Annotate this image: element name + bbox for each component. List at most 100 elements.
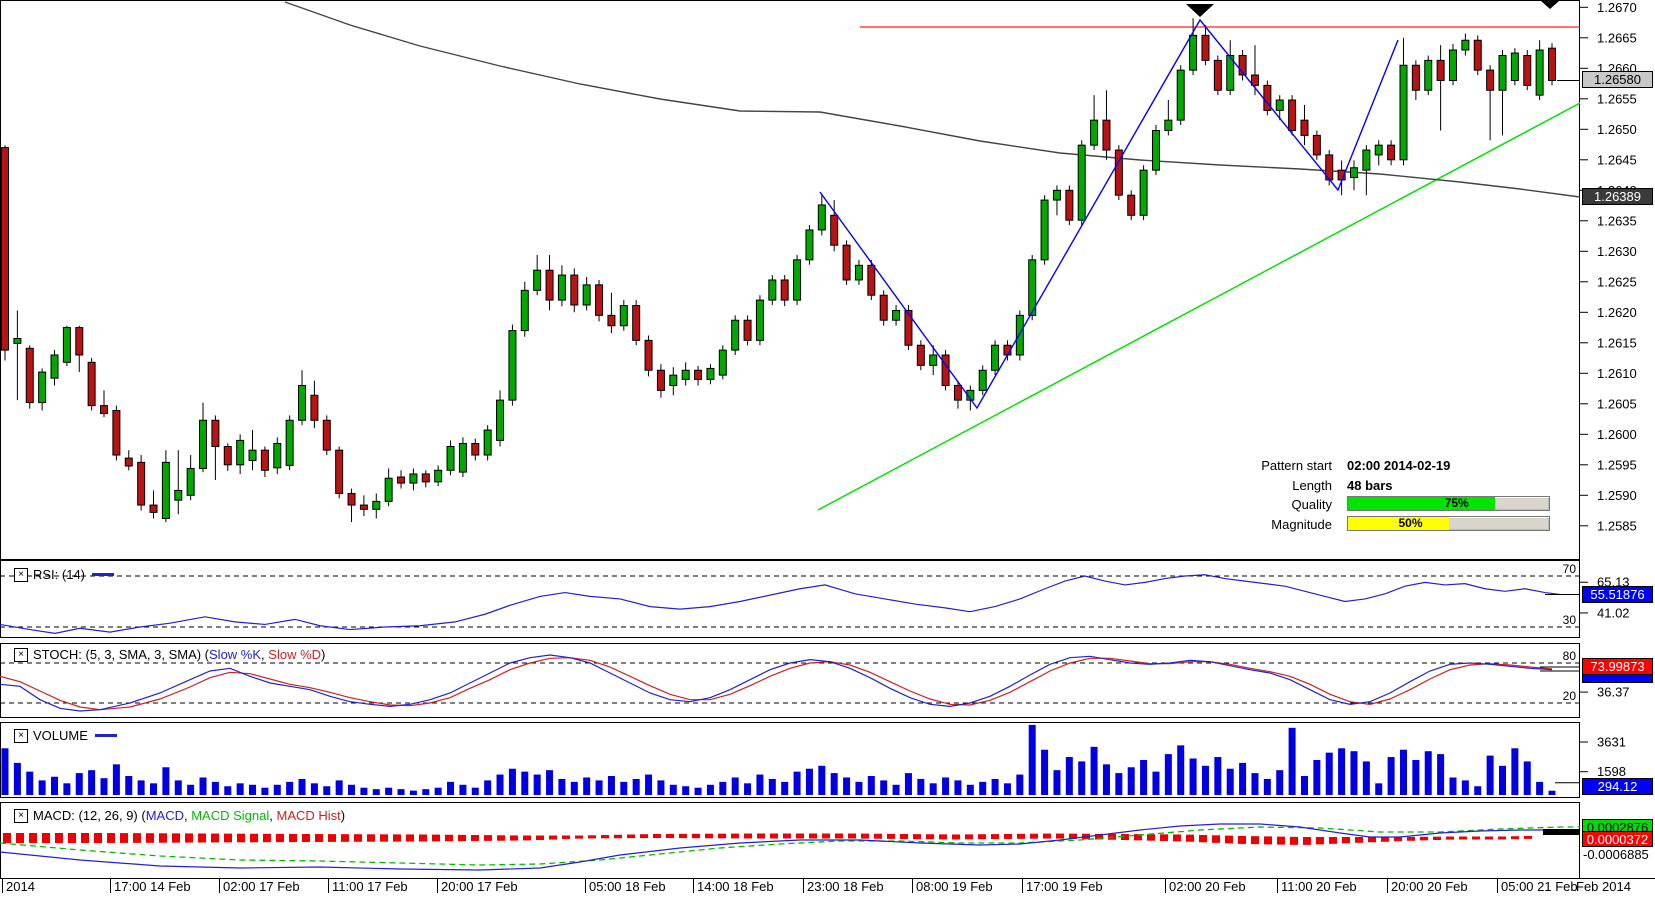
candle bbox=[25, 347, 34, 404]
macd-histogram-dash bbox=[328, 834, 336, 842]
volume-bar bbox=[335, 780, 343, 795]
candle bbox=[1189, 34, 1198, 71]
candle bbox=[731, 319, 740, 351]
macd-hist-legend: MACD Hist bbox=[276, 808, 341, 823]
macd-histogram-dash bbox=[224, 833, 232, 843]
volume-bar bbox=[125, 776, 133, 795]
volume-bar bbox=[1041, 749, 1049, 795]
candle bbox=[916, 344, 925, 366]
pattern-quality-fill: 75% bbox=[1348, 497, 1495, 510]
volume-bar bbox=[1028, 724, 1036, 795]
rsi-level-label: 70 bbox=[1563, 562, 1577, 576]
candle bbox=[75, 327, 84, 356]
macd-histogram-dash bbox=[1433, 836, 1441, 841]
price-tick-label: 1.2670 bbox=[1597, 0, 1637, 15]
candle bbox=[656, 369, 665, 391]
macd-histogram-dash bbox=[718, 833, 726, 839]
macd-checkbox-icon[interactable]: × bbox=[14, 808, 28, 823]
macd-histogram-dash bbox=[1017, 833, 1025, 839]
rsi-header: × RSI: (14) bbox=[14, 567, 115, 582]
candle bbox=[904, 309, 913, 346]
volume-bar bbox=[26, 771, 34, 795]
candle bbox=[879, 294, 888, 321]
candle bbox=[421, 473, 430, 483]
volume-bar bbox=[1239, 762, 1247, 795]
price-tick-label: 1.2600 bbox=[1597, 427, 1637, 442]
volume-bar bbox=[1102, 764, 1110, 795]
candle bbox=[1300, 119, 1309, 136]
rsi-checkbox-icon[interactable]: × bbox=[14, 567, 28, 582]
volume-axis-label: 1598 bbox=[1597, 764, 1626, 779]
candle bbox=[1374, 144, 1383, 156]
volume-bar bbox=[484, 780, 492, 795]
time-tick-label: 05:00 21 Feb bbox=[1501, 879, 1578, 894]
macd-low-scale-label: -0.0006885 bbox=[1583, 847, 1649, 862]
volume-bar bbox=[657, 780, 665, 795]
candle bbox=[38, 371, 47, 404]
macd-histogram-dash bbox=[640, 834, 648, 839]
candle bbox=[780, 279, 789, 301]
candle bbox=[1201, 34, 1210, 61]
candle bbox=[186, 467, 195, 496]
volume-bar bbox=[1362, 761, 1370, 795]
macd-histogram-dash bbox=[731, 833, 739, 839]
candle bbox=[1040, 199, 1049, 261]
candle bbox=[174, 489, 183, 501]
candle bbox=[619, 305, 628, 327]
time-tick-label: 05:00 18 Feb bbox=[589, 879, 666, 894]
volume-bar bbox=[249, 784, 257, 795]
rsi-axis-label: 65.13 bbox=[1597, 575, 1630, 590]
macd-histogram-dash bbox=[510, 835, 518, 841]
moving-average-line bbox=[284, 1, 1581, 198]
volume-bar bbox=[979, 781, 987, 795]
scale-marker-triangle-icon bbox=[1541, 1, 1559, 9]
time-tick-label: 11:00 17 Feb bbox=[332, 879, 408, 894]
macd-histogram-dash bbox=[107, 833, 115, 843]
macd-histogram-dash bbox=[1069, 833, 1077, 839]
candle bbox=[830, 214, 839, 246]
macd-histogram-dash bbox=[1134, 834, 1142, 841]
pattern-quality-label: Quality bbox=[1291, 497, 1332, 512]
macd-histogram-dash bbox=[653, 833, 661, 839]
volume-bar bbox=[1140, 759, 1148, 795]
volume-bar bbox=[1412, 759, 1420, 795]
volume-bar bbox=[607, 776, 615, 795]
macd-histogram-dash bbox=[237, 833, 245, 843]
volume-bar bbox=[385, 787, 393, 795]
macd-histogram-dash bbox=[1264, 836, 1272, 845]
candle bbox=[1176, 69, 1185, 121]
volume-bar bbox=[1449, 777, 1457, 795]
peak-marker-triangle-icon bbox=[1186, 4, 1214, 17]
current-price-box: 1.26580 bbox=[1582, 71, 1653, 88]
volume-bar bbox=[595, 780, 603, 795]
volume-bar bbox=[273, 784, 281, 795]
volume-bar bbox=[236, 783, 244, 795]
macd-histogram-dash bbox=[172, 833, 180, 843]
price-tick-label: 1.2615 bbox=[1597, 335, 1637, 350]
macd-histogram-dash bbox=[341, 834, 349, 842]
volume-header: × VOLUME bbox=[14, 728, 117, 743]
candle bbox=[471, 442, 480, 456]
candle bbox=[842, 244, 851, 281]
volume-bar bbox=[1065, 757, 1073, 795]
candle bbox=[1238, 54, 1247, 76]
macd-histogram-dash bbox=[666, 833, 674, 839]
stoch-checkbox-icon[interactable]: × bbox=[14, 647, 28, 662]
volume-bar bbox=[1387, 757, 1395, 795]
volume-checkbox-icon[interactable]: × bbox=[14, 728, 28, 743]
volume-bar bbox=[298, 778, 306, 795]
candle bbox=[322, 419, 331, 451]
stoch-legend-sep: , bbox=[261, 647, 269, 662]
macd-histogram-dash bbox=[393, 834, 401, 842]
price-tick-label: 1.2645 bbox=[1597, 152, 1637, 167]
volume-bar bbox=[1078, 761, 1086, 795]
volume-bar bbox=[1486, 755, 1494, 795]
volume-bar bbox=[1016, 774, 1024, 795]
volume-bar bbox=[310, 783, 318, 795]
pattern-start-label: Pattern start bbox=[1261, 458, 1332, 473]
macd-histogram-dash bbox=[926, 834, 934, 840]
macd-legend-sep1: , bbox=[183, 808, 192, 823]
candle bbox=[520, 289, 529, 332]
